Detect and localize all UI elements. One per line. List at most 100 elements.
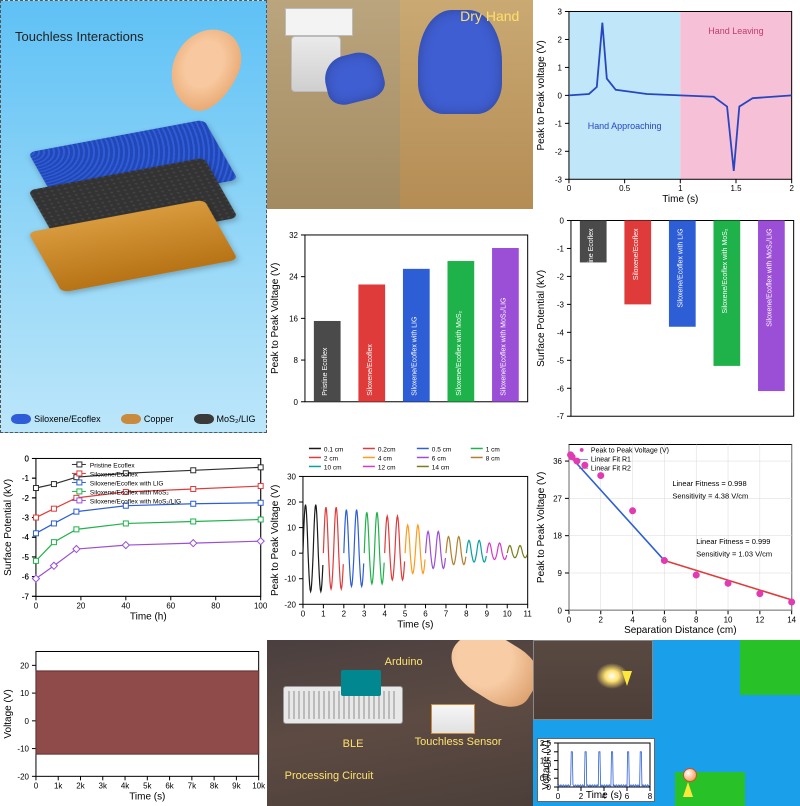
- svg-text:14: 14: [788, 616, 797, 625]
- svg-text:Surface Potential (kV): Surface Potential (kV): [536, 270, 547, 367]
- svg-text:Separation Distance (cm): Separation Distance (cm): [624, 626, 736, 637]
- svg-text:-3: -3: [557, 300, 565, 309]
- svg-text:4k: 4k: [121, 782, 129, 791]
- svg-text:0: 0: [291, 550, 296, 559]
- svg-text:10: 10: [287, 524, 296, 533]
- svg-text:Pristine Ecoflex: Pristine Ecoflex: [322, 347, 329, 396]
- svg-text:80: 80: [211, 602, 220, 611]
- svg-text:-1: -1: [557, 244, 565, 253]
- legend-item: Siloxene/Ecoflex: [11, 414, 101, 425]
- svg-text:2: 2: [579, 792, 584, 801]
- svg-text:0: 0: [25, 717, 30, 726]
- hand-illustration: [158, 17, 252, 120]
- illustration-title: Touchless Interactions: [15, 29, 144, 44]
- svg-text:Siloxene/Ecoflex: Siloxene/Ecoflex: [633, 228, 640, 280]
- svg-text:0: 0: [25, 455, 30, 464]
- svg-text:Siloxene/Ecoflex with MoS₂: Siloxene/Ecoflex with MoS₂: [456, 310, 463, 395]
- svg-text:Peak to Peak Voltage (V): Peak to Peak Voltage (V): [591, 448, 669, 455]
- svg-text:1: 1: [678, 184, 683, 193]
- svg-text:6: 6: [625, 792, 630, 801]
- svg-text:Siloxene/Ecoflex with MoS₂/LIG: Siloxene/Ecoflex with MoS₂/LIG: [90, 499, 181, 506]
- svg-text:Linear Fit R2: Linear Fit R2: [591, 466, 631, 473]
- svg-text:-3: -3: [22, 514, 30, 523]
- svg-text:8: 8: [694, 616, 699, 625]
- svg-text:-5: -5: [22, 553, 30, 562]
- svg-text:-1: -1: [22, 475, 30, 484]
- svg-text:1: 1: [321, 610, 326, 619]
- svg-text:0.5 cm: 0.5 cm: [431, 447, 450, 454]
- svg-text:Peak to Peak Voltage (V): Peak to Peak Voltage (V): [536, 472, 547, 583]
- svg-text:0: 0: [34, 782, 39, 791]
- svg-text:-4: -4: [557, 328, 565, 337]
- svg-text:Siloxene/Ecoflex with LIG: Siloxene/Ecoflex with LIG: [411, 316, 418, 395]
- svg-text:0.1 cm: 0.1 cm: [324, 447, 343, 454]
- svg-text:-20: -20: [284, 601, 296, 610]
- svg-text:-7: -7: [557, 412, 565, 421]
- svg-text:-5: -5: [557, 356, 565, 365]
- decay-chart: 020406080100-7-6-5-4-3-2-10Time (h)Surfa…: [0, 433, 267, 640]
- svg-text:Hand Leaving: Hand Leaving: [709, 26, 764, 36]
- svg-text:Pristine Ecoflex: Pristine Ecoflex: [589, 228, 596, 277]
- svg-text:-3: -3: [555, 175, 563, 184]
- svg-text:3: 3: [558, 7, 563, 16]
- svg-text:100: 100: [254, 602, 267, 611]
- svg-text:11: 11: [523, 610, 532, 619]
- svg-text:Siloxene/Ecoflex: Siloxene/Ecoflex: [90, 472, 139, 479]
- svg-text:Linear Fitness = 0.998: Linear Fitness = 0.998: [673, 479, 747, 488]
- svg-text:12: 12: [756, 616, 765, 625]
- svg-text:Sensitivity = 4.38 V/cm: Sensitivity = 4.38 V/cm: [673, 492, 749, 501]
- svg-text:-2: -2: [22, 494, 30, 503]
- svg-text:0: 0: [556, 792, 561, 801]
- svg-text:Time (s): Time (s): [397, 620, 433, 631]
- svg-text:Pristine Ecoflex: Pristine Ecoflex: [90, 463, 135, 470]
- svg-text:0: 0: [300, 610, 305, 619]
- svg-text:Siloxene/Ecoflex: Siloxene/Ecoflex: [366, 343, 373, 395]
- svg-text:14 cm: 14 cm: [431, 465, 449, 472]
- svg-text:-20: -20: [17, 773, 29, 782]
- svg-text:-4: -4: [22, 534, 30, 543]
- svg-text:20: 20: [287, 498, 296, 507]
- svg-text:18: 18: [553, 532, 562, 541]
- svg-text:6 cm: 6 cm: [431, 456, 445, 463]
- svg-text:Time (h): Time (h): [130, 612, 167, 623]
- svg-text:Surface Potential (kV): Surface Potential (kV): [3, 479, 14, 576]
- svg-text:0: 0: [293, 397, 298, 406]
- svg-text:1: 1: [558, 63, 563, 72]
- svg-text:-2: -2: [555, 147, 563, 156]
- game-panel: 0246800.511.522.5Time (s)Voltage (V): [533, 640, 800, 806]
- svg-text:-10: -10: [284, 575, 296, 584]
- svg-text:2 cm: 2 cm: [324, 456, 338, 463]
- svg-text:-2: -2: [557, 272, 565, 281]
- illustration-panel: Touchless Interactions Siloxene/EcoflexC…: [0, 0, 267, 433]
- signal-chart: 00.511.52-3-2-10123Time (s)Peak to Peak …: [533, 0, 800, 209]
- svg-text:Linear Fit R1: Linear Fit R1: [591, 457, 631, 464]
- svg-text:Peak to Peak Voltage (V): Peak to Peak Voltage (V): [270, 485, 281, 596]
- svg-text:60: 60: [166, 602, 175, 611]
- svg-text:10k: 10k: [252, 782, 265, 791]
- svg-text:40: 40: [121, 602, 130, 611]
- svg-text:1.5: 1.5: [731, 184, 743, 193]
- svg-text:Siloxene/Ecoflex with MoS₂/LIG: Siloxene/Ecoflex with MoS₂/LIG: [500, 297, 507, 395]
- svg-text:2: 2: [790, 184, 795, 193]
- svg-text:4: 4: [382, 610, 387, 619]
- svg-text:1k: 1k: [54, 782, 62, 791]
- svg-text:24: 24: [289, 272, 298, 281]
- svg-text:8: 8: [293, 356, 298, 365]
- svg-text:9: 9: [484, 610, 489, 619]
- svg-text:4: 4: [631, 616, 636, 625]
- dry-hand-label: Dry Hand: [460, 8, 519, 24]
- svg-text:-10: -10: [17, 745, 29, 754]
- svg-text:4 cm: 4 cm: [378, 456, 392, 463]
- svg-text:Voltage (V): Voltage (V): [541, 740, 552, 789]
- svg-text:6k: 6k: [165, 782, 173, 791]
- svg-text:27: 27: [553, 495, 562, 504]
- setup-photo-panel: Dry Hand: [267, 0, 534, 209]
- svg-text:5k: 5k: [143, 782, 151, 791]
- svg-text:9k: 9k: [232, 782, 240, 791]
- svg-text:-6: -6: [22, 573, 30, 582]
- svg-text:Time (s): Time (s): [129, 792, 165, 803]
- svg-text:5: 5: [403, 610, 408, 619]
- photo-label: Processing Circuit: [285, 770, 374, 782]
- sensitivity-chart: 0246810121409182736Separation Distance (…: [533, 433, 800, 640]
- svg-text:6: 6: [663, 616, 668, 625]
